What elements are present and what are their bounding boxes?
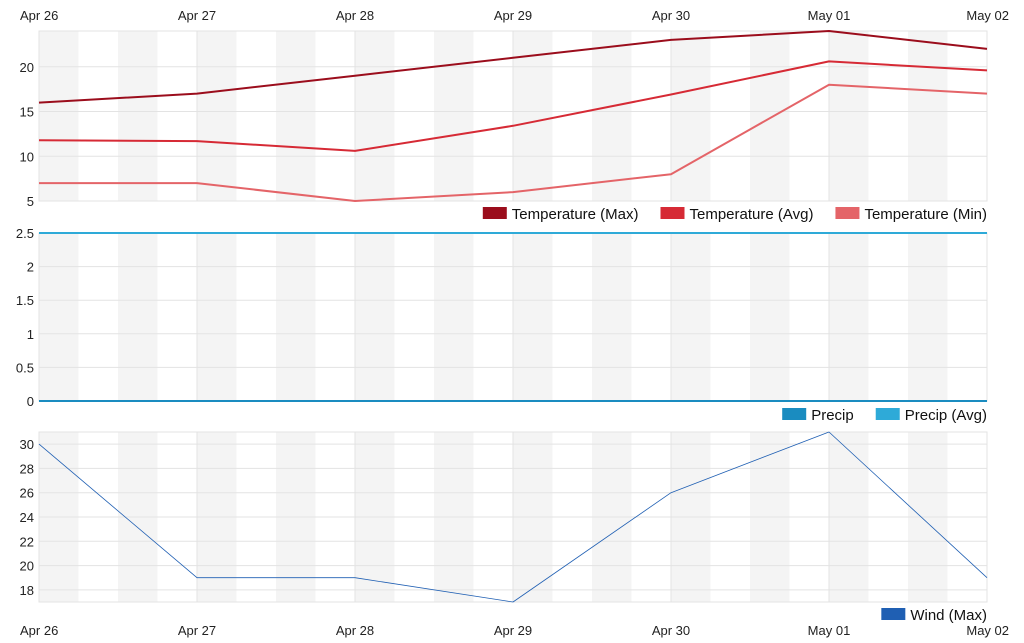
background-stripe xyxy=(671,233,711,401)
background-stripe xyxy=(355,31,395,201)
y-tick-label: 5 xyxy=(27,194,34,209)
background-stripe xyxy=(908,31,948,201)
series-line-temperature-avg xyxy=(38,60,988,152)
legend-label: Temperature (Avg) xyxy=(690,206,814,223)
x-tick-label-top: Apr 27 xyxy=(178,8,216,23)
y-tick-label: 28 xyxy=(20,461,34,476)
x-tick-label-top: May 02 xyxy=(966,8,1009,23)
y-tick-label: 1.5 xyxy=(16,293,34,308)
legend-label: Precip xyxy=(811,407,854,424)
background-stripe xyxy=(829,233,869,401)
background-stripe xyxy=(592,31,632,201)
legend-swatch xyxy=(782,408,807,420)
background-stripe xyxy=(39,31,79,201)
x-tick-label-bottom: Apr 30 xyxy=(652,623,690,638)
chart-panel-1: 5 10 15 20 Temperature (Min) Temperature (Avg… xyxy=(20,30,988,223)
legend-swatch xyxy=(875,408,900,420)
x-tick-label-top: Apr 28 xyxy=(336,8,374,23)
background-stripe xyxy=(671,31,711,201)
x-tick-label-top: Apr 26 xyxy=(20,8,58,23)
background-stripe xyxy=(197,233,237,401)
y-tick-label: 0 xyxy=(27,394,34,409)
background-stripe xyxy=(513,31,553,201)
y-tick-label: 1 xyxy=(27,327,34,342)
background-stripe xyxy=(434,31,474,201)
plot-frame xyxy=(38,30,988,202)
background-stripe xyxy=(276,233,316,401)
legend-label: Temperature (Max) xyxy=(512,206,639,223)
x-tick-label-top: Apr 30 xyxy=(652,8,690,23)
chart-panel-3: 18 20 22 24 26 28 30 Wind (Max) xyxy=(20,431,988,624)
y-tick-label: 18 xyxy=(20,583,34,598)
background-stripe xyxy=(118,233,158,401)
background-stripe xyxy=(592,233,632,401)
background-stripe xyxy=(513,233,553,401)
chart-panel-2: 0 0.5 1 1.5 2 2.5 Precip (Avg) Precip xyxy=(16,226,988,424)
y-tick-label: 15 xyxy=(20,105,34,120)
x-tick-label-bottom: Apr 28 xyxy=(336,623,374,638)
x-tick-label-bottom: May 01 xyxy=(808,623,851,638)
background-stripe xyxy=(276,31,316,201)
background-stripe xyxy=(197,31,237,201)
legend-label: Precip (Avg) xyxy=(905,407,987,424)
y-tick-label: 2.5 xyxy=(16,226,34,241)
series-line-temperature-min xyxy=(39,83,988,202)
x-tick-label-bottom: May 02 xyxy=(966,623,1009,638)
background-stripe xyxy=(434,233,474,401)
y-tick-label: 20 xyxy=(20,559,34,574)
background-stripe xyxy=(750,31,790,201)
background-stripe xyxy=(118,31,158,201)
x-tick-label-bottom: Apr 26 xyxy=(20,623,58,638)
legend-swatch xyxy=(881,608,906,620)
y-tick-label: 22 xyxy=(20,534,34,549)
y-tick-label: 0.5 xyxy=(16,360,34,375)
x-tick-label-top: Apr 29 xyxy=(494,8,532,23)
y-tick-label: 20 xyxy=(20,60,34,75)
legend-swatch xyxy=(835,207,860,219)
background-stripe xyxy=(829,31,869,201)
y-tick-label: 24 xyxy=(20,510,34,525)
y-tick-label: 30 xyxy=(20,437,34,452)
background-stripe xyxy=(39,233,79,401)
legend-label: Temperature (Min) xyxy=(864,206,987,223)
legend-label: Wind (Max) xyxy=(910,607,987,624)
background-stripe xyxy=(355,233,395,401)
background-stripe xyxy=(908,233,948,401)
series-line-wind-max xyxy=(38,431,988,603)
y-tick-label: 10 xyxy=(20,149,34,164)
x-tick-label-top: May 01 xyxy=(808,8,851,23)
x-tick-label-bottom: Apr 27 xyxy=(178,623,216,638)
y-tick-label: 2 xyxy=(27,260,34,275)
y-tick-label: 26 xyxy=(20,486,34,501)
legend-swatch xyxy=(482,207,507,219)
background-stripe xyxy=(750,233,790,401)
series-line-temperature-max xyxy=(38,30,988,104)
legend-swatch xyxy=(660,207,685,219)
x-tick-label-bottom: Apr 29 xyxy=(494,623,532,638)
